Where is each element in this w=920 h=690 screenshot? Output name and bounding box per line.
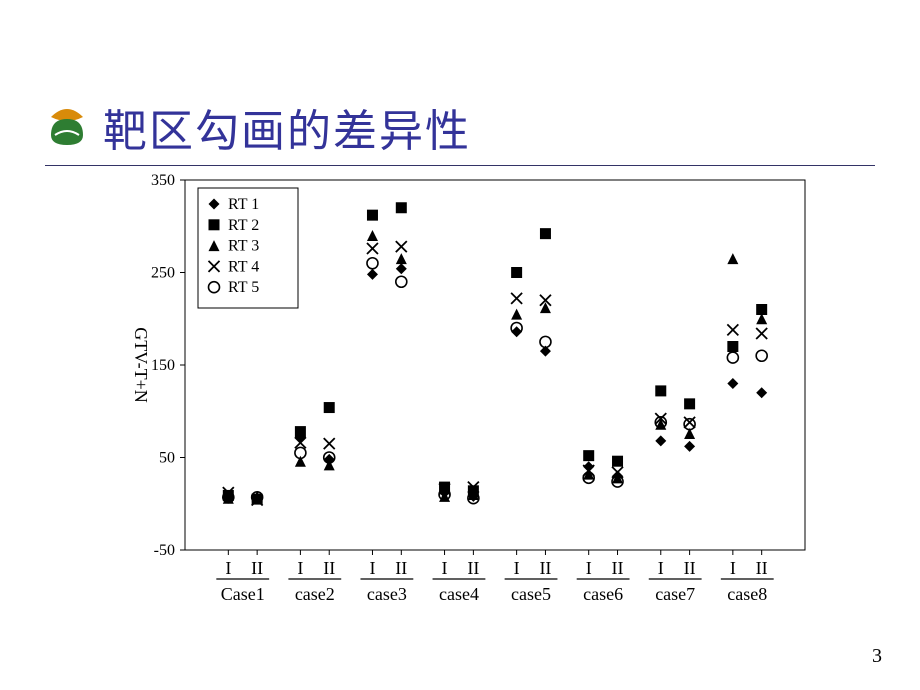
svg-text:II: II [684, 558, 696, 578]
svg-text:Case1: Case1 [221, 584, 265, 604]
svg-text:case5: case5 [511, 584, 551, 604]
title-row: 靶区勾画的差异性 [45, 95, 875, 166]
svg-text:RT 5: RT 5 [228, 279, 259, 296]
svg-text:50: 50 [159, 450, 175, 467]
svg-text:case3: case3 [367, 584, 407, 604]
svg-text:case2: case2 [295, 584, 335, 604]
svg-text:150: 150 [151, 357, 175, 374]
svg-text:II: II [467, 558, 479, 578]
svg-text:II: II [756, 558, 768, 578]
svg-text:II: II [395, 558, 407, 578]
svg-text:RT 4: RT 4 [228, 258, 259, 275]
svg-text:-50: -50 [154, 542, 175, 559]
svg-text:I: I [730, 558, 736, 578]
svg-text:I: I [442, 558, 448, 578]
svg-text:case7: case7 [655, 584, 695, 604]
logo-icon [45, 105, 89, 149]
chart-container: -5050150250350GTV-T+NIIICase1IIIcase2III… [120, 170, 820, 645]
svg-text:RT 3: RT 3 [228, 238, 259, 255]
svg-text:GTV-T+N: GTV-T+N [131, 327, 151, 402]
scatter-chart: -5050150250350GTV-T+NIIICase1IIIcase2III… [120, 170, 820, 640]
svg-text:II: II [539, 558, 551, 578]
svg-text:II: II [323, 558, 335, 578]
svg-text:I: I [514, 558, 520, 578]
svg-text:case6: case6 [583, 584, 623, 604]
svg-text:case4: case4 [439, 584, 479, 604]
svg-text:II: II [251, 558, 263, 578]
svg-text:RT 1: RT 1 [228, 196, 259, 213]
svg-text:I: I [225, 558, 231, 578]
svg-text:350: 350 [151, 172, 175, 189]
svg-text:I: I [369, 558, 375, 578]
slide-title: 靶区勾画的差异性 [103, 95, 471, 159]
svg-text:II: II [612, 558, 624, 578]
svg-text:I: I [586, 558, 592, 578]
page-number: 3 [872, 645, 882, 668]
svg-text:I: I [658, 558, 664, 578]
svg-text:case8: case8 [727, 584, 767, 604]
svg-text:250: 250 [151, 265, 175, 282]
svg-text:I: I [297, 558, 303, 578]
svg-text:RT 2: RT 2 [228, 217, 259, 234]
slide: 靶区勾画的差异性 -5050150250350GTV-T+NIIICase1II… [0, 0, 920, 690]
